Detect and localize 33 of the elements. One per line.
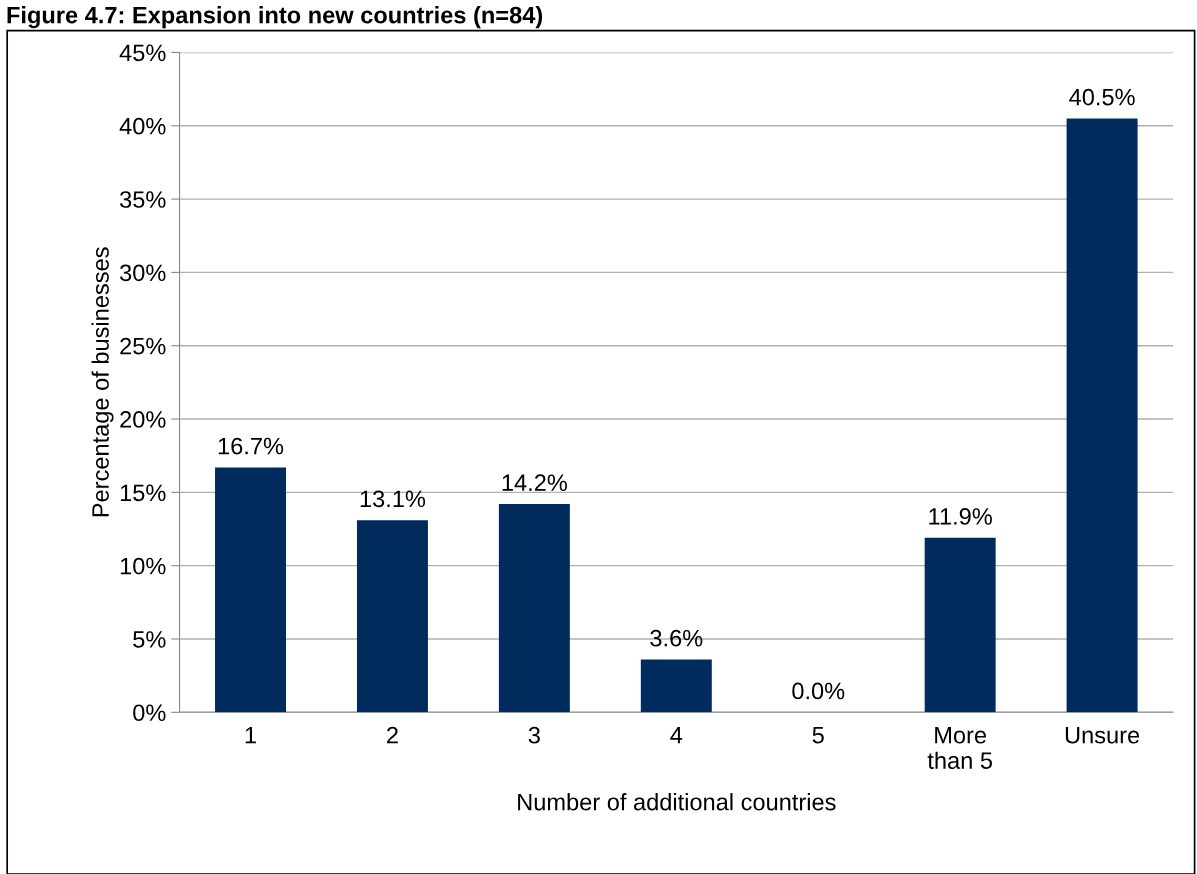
y-tick-label: 35% bbox=[120, 191, 166, 208]
y-tick-label: 5% bbox=[133, 631, 166, 648]
bar bbox=[356, 520, 428, 713]
bar bbox=[640, 659, 712, 713]
y-tick-label: 15% bbox=[120, 484, 166, 502]
bar bbox=[215, 467, 286, 713]
data-label: 16.7% bbox=[218, 437, 284, 455]
bar bbox=[924, 537, 996, 713]
x-tick-label: More than 5 bbox=[927, 727, 992, 769]
x-axis-title: Number of additional countries bbox=[518, 793, 836, 811]
y-tick-label: 0% bbox=[133, 704, 166, 722]
data-label: 3.6% bbox=[650, 629, 703, 647]
bar bbox=[1066, 118, 1138, 713]
x-tick-label: 1 bbox=[245, 727, 256, 744]
y-tick-label: 20% bbox=[120, 411, 166, 428]
x-tick-label: 5 bbox=[812, 727, 824, 744]
data-label: 40.5% bbox=[1069, 88, 1135, 106]
x-tick-label: 2 bbox=[387, 726, 398, 744]
x-tick-label: 4 bbox=[670, 727, 683, 744]
y-tick-label: 30% bbox=[120, 264, 166, 282]
data-label: 0.0% bbox=[792, 682, 845, 700]
y-tick-label: 10% bbox=[120, 557, 166, 575]
data-label: 11.9% bbox=[929, 508, 992, 525]
data-label: 13.1% bbox=[360, 490, 426, 508]
data-label: 14.2% bbox=[502, 474, 568, 491]
y-tick-label: 45% bbox=[119, 44, 166, 62]
y-axis-title: Percentage of businesses bbox=[91, 247, 114, 517]
y-tick-label: 25% bbox=[120, 337, 166, 355]
bar bbox=[498, 504, 570, 713]
y-tick-label: 40% bbox=[119, 117, 166, 135]
x-tick-label: 3 bbox=[528, 726, 540, 744]
chart-title: Figure 4.7: Expansion into new countries (n=84) bbox=[7, 6, 543, 29]
x-tick-label: Unsure bbox=[1065, 727, 1140, 744]
